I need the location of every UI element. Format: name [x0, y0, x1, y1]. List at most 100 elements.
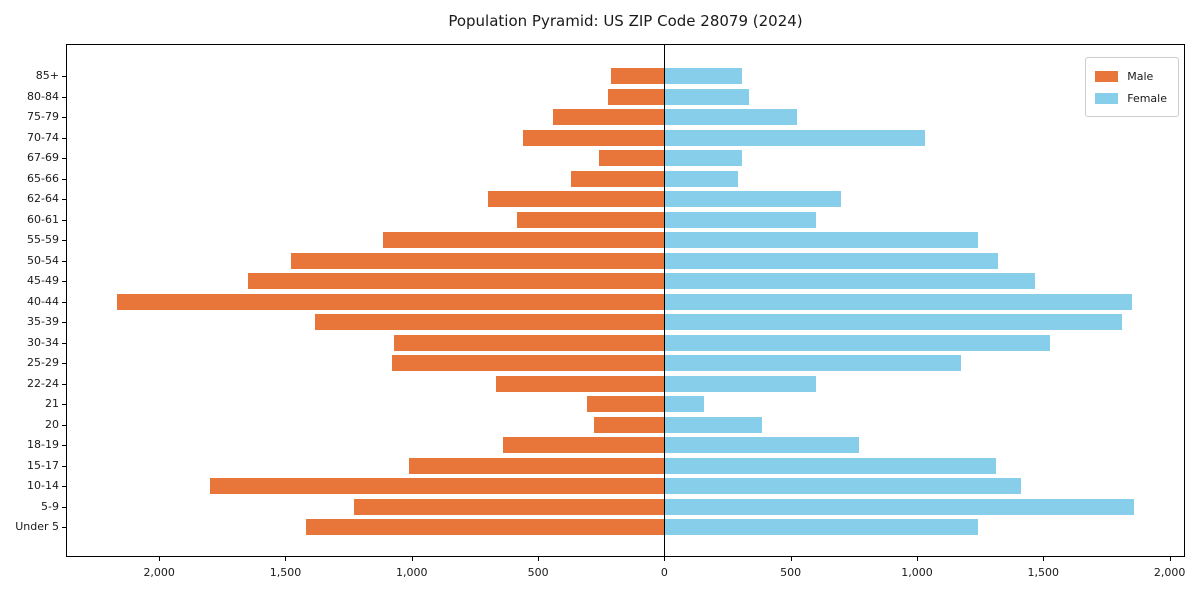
y-axis-label-60-61: 60-61	[27, 212, 59, 226]
y-tick-22-24	[62, 383, 66, 385]
y-axis-label-Under 5: Under 5	[15, 520, 59, 534]
female-bar-25-29	[664, 355, 962, 372]
male-bar-18-19	[502, 437, 665, 454]
male-bar-50-54	[291, 252, 665, 269]
y-axis-label-67-69: 67-69	[27, 151, 59, 165]
female-bar-22-24	[664, 375, 817, 392]
female-bar-21	[664, 396, 705, 413]
y-axis-label-62-64: 62-64	[27, 192, 59, 206]
y-tick-50-54	[62, 260, 66, 262]
y-tick-5-9	[62, 506, 66, 508]
x-axis-label-left-1,500: 1,500	[269, 566, 302, 579]
male-bar-62-64	[487, 191, 665, 208]
y-tick-75-79	[62, 117, 66, 119]
legend-label-male: Male	[1127, 69, 1154, 83]
y-tick-18-19	[62, 445, 66, 447]
x-axis-label-right-2,000: 2,000	[1153, 566, 1186, 579]
y-axis-label-75-79: 75-79	[27, 110, 59, 124]
y-axis-label-10-14: 10-14	[27, 479, 59, 493]
y-axis-label-50-54: 50-54	[27, 253, 59, 267]
legend-entry-female: Female	[1095, 87, 1167, 109]
y-axis-label-30-34: 30-34	[27, 335, 59, 349]
female-bar-20	[664, 416, 762, 433]
male-bar-45-49	[247, 273, 665, 290]
y-axis-label-85+: 85+	[35, 69, 59, 83]
y-tick-30-34	[62, 342, 66, 344]
x-axis-label-right-1,500: 1,500	[1027, 566, 1060, 579]
x-tick-2,000	[1169, 557, 1171, 561]
male-bar-55-59	[382, 232, 665, 249]
x-axis-label-left-1,000: 1,000	[396, 566, 428, 579]
y-tick-25-29	[62, 363, 66, 365]
chart-title: Population Pyramid: US ZIP Code 28079 (2…	[448, 12, 803, 30]
y-axis-label-15-17: 15-17	[27, 458, 59, 472]
y-tick-10-14	[62, 486, 66, 488]
y-tick-21	[62, 404, 66, 406]
female-bar-30-34	[664, 334, 1051, 351]
female-bar-18-19	[664, 437, 860, 454]
male-bar-60-61	[517, 211, 665, 228]
x-tick-500	[538, 557, 540, 561]
female-bar-55-59	[664, 232, 979, 249]
y-axis-label-22-24: 22-24	[27, 376, 59, 390]
x-tick-2,000	[159, 557, 161, 561]
female-bar-67-69	[664, 150, 743, 167]
x-axis-label-0: 0	[660, 566, 668, 579]
y-tick-67-69	[62, 158, 66, 160]
y-tick-55-59	[62, 240, 66, 242]
female-bar-Under 5	[664, 519, 978, 536]
y-axis-label-18-19: 18-19	[27, 438, 59, 452]
y-axis-label-65-66: 65-66	[27, 171, 59, 185]
y-axis-label-80-84: 80-84	[27, 89, 59, 103]
female-bar-60-61	[664, 211, 817, 228]
male-bar-5-9	[353, 498, 665, 515]
y-tick-60-61	[62, 219, 66, 221]
y-tick-62-64	[62, 199, 66, 201]
male-bar-21	[586, 396, 665, 413]
x-axis-label-left-2,000: 2,000	[143, 566, 175, 579]
female-bar-40-44	[664, 293, 1132, 310]
zero-axis-line	[663, 45, 666, 556]
y-tick-65-66	[62, 178, 66, 180]
legend-entry-male: Male	[1095, 65, 1167, 87]
male-bar-85+	[611, 68, 665, 85]
y-axis-label-40-44: 40-44	[27, 294, 59, 308]
x-tick-1,000	[916, 557, 918, 561]
x-tick-1,000	[411, 557, 413, 561]
female-bar-65-66	[664, 170, 738, 187]
legend: Male Female	[1085, 57, 1179, 117]
x-axis-label-right-1,000: 1,000	[901, 566, 933, 579]
male-bar-40-44	[116, 293, 665, 310]
male-bar-67-69	[598, 150, 665, 167]
x-tick-0	[664, 557, 666, 561]
y-tick-85+	[62, 76, 66, 78]
y-tick-80-84	[62, 96, 66, 98]
y-tick-35-39	[62, 322, 66, 324]
plot-area: Male Female 85+ 80-84 75-79 70-74 67-69 65-66…	[15, 44, 1185, 579]
y-tick-15-17	[62, 465, 66, 467]
y-axis-label-20: 20	[45, 417, 59, 431]
male-bar-20	[593, 416, 665, 433]
y-axis-label-5-9: 5-9	[41, 499, 59, 513]
female-swatch	[1095, 92, 1119, 104]
male-bar-70-74	[523, 129, 665, 146]
y-tick-20	[62, 424, 66, 426]
y-tick-Under 5	[62, 527, 66, 529]
y-axis-label-35-39: 35-39	[27, 315, 59, 329]
legend-label-female: Female	[1127, 91, 1167, 105]
y-tick-70-74	[62, 137, 66, 139]
female-bar-75-79	[664, 109, 797, 126]
y-tick-45-49	[62, 281, 66, 283]
male-swatch	[1095, 70, 1119, 82]
y-axis-label-55-59: 55-59	[27, 233, 59, 247]
female-bar-62-64	[664, 191, 842, 208]
y-axis-label-45-49: 45-49	[27, 274, 59, 288]
y-tick-40-44	[62, 301, 66, 303]
x-axis-label-right-500: 500	[780, 566, 802, 579]
female-bar-50-54	[664, 252, 999, 269]
male-bar-65-66	[570, 170, 665, 187]
y-axis-label-25-29: 25-29	[27, 356, 59, 370]
x-tick-1,500	[1043, 557, 1045, 561]
female-bar-45-49	[664, 273, 1036, 290]
